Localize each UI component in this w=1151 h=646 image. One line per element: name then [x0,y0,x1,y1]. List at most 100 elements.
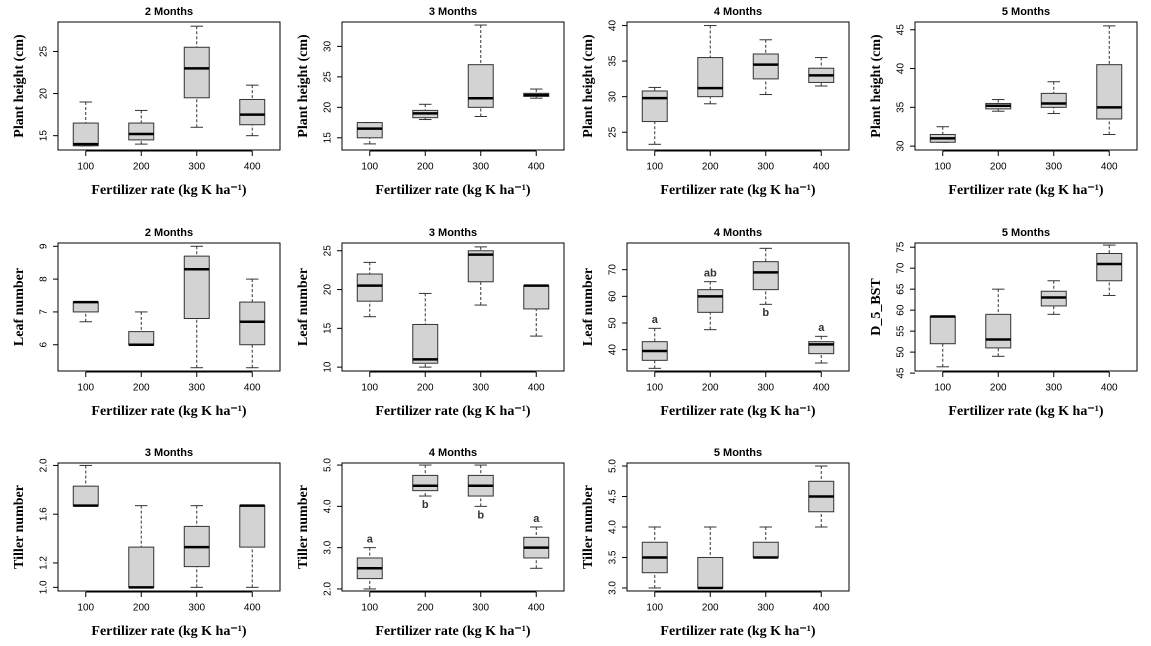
panel-title: 5 Months [1002,6,1050,18]
box [128,122,155,141]
x-tick-label: 200 [417,603,434,614]
y-tick-label: 60 [896,304,907,316]
x-tick-label: 200 [702,603,719,614]
box [412,323,439,364]
y-tick-label: 4.0 [323,499,334,513]
y-tick-label: 70 [608,264,619,276]
box [183,255,210,319]
x-tick-label: 100 [934,162,951,173]
plot-frame [341,462,565,592]
plot-frame [626,21,850,151]
y-tick-label: 35 [608,55,619,67]
y-tick-label: 50 [608,317,619,329]
x-axis-label: Fertilizer rate (kg K ha⁻¹) [91,183,247,198]
box [929,315,956,345]
plot-frame [57,462,281,592]
x-tick-label: 100 [646,603,663,614]
box [467,64,494,108]
box [128,331,155,346]
box [467,250,494,283]
box [641,90,668,123]
y-axis-label: Plant height (cm) [869,34,884,138]
y-tick-label: 4.0 [608,520,619,534]
panel-title: 3 Months [145,447,193,459]
x-tick-label: 300 [188,603,205,614]
x-tick-label: 200 [133,603,150,614]
x-tick-label: 300 [188,162,205,173]
x-tick-label: 100 [646,162,663,173]
x-axis-label: Fertilizer rate (kg K ha⁻¹) [375,624,531,639]
x-tick-label: 400 [528,383,545,394]
x-tick-label: 200 [990,383,1007,394]
x-tick-label: 400 [244,383,261,394]
x-tick-label: 100 [77,603,94,614]
y-axis-label: Plant height (cm) [581,34,596,138]
x-tick-label: 200 [990,162,1007,173]
panel-title: 3 Months [429,6,477,18]
x-tick-label: 200 [702,383,719,394]
y-tick-label: 20 [39,88,50,100]
y-tick-label: 30 [323,40,334,52]
y-tick-label: 40 [608,344,619,356]
y-tick-label: 65 [896,283,907,295]
x-tick-label: 200 [133,383,150,394]
x-tick-label: 100 [361,162,378,173]
panel-title: 4 Months [714,227,762,239]
x-tick-label: 100 [934,383,951,394]
box [72,301,99,313]
panel-title: 5 Months [1002,227,1050,239]
box [752,53,779,80]
box [697,57,724,98]
x-axis-label: Fertilizer rate (kg K ha⁻¹) [660,404,816,419]
y-tick-label: 30 [608,91,619,103]
y-tick-label: 1.2 [39,556,50,570]
panel-title: 2 Months [145,227,193,239]
y-tick-label: 15 [323,132,334,144]
x-tick-label: 300 [757,162,774,173]
box [72,122,99,147]
box [128,546,155,588]
y-tick-label: 25 [608,126,619,138]
box [1096,252,1123,282]
y-tick-label: 6 [39,342,50,348]
plot-frame [914,242,1138,372]
x-tick-label: 300 [1045,383,1062,394]
y-tick-label: 4.5 [608,489,619,503]
y-tick-label: 25 [323,245,334,257]
y-axis-label: Tiller number [296,485,311,569]
x-tick-label: 100 [77,162,94,173]
panel-title: 5 Months [714,447,762,459]
significance-letter: b [477,509,484,521]
y-tick-label: 60 [608,290,619,302]
x-axis-label: Fertilizer rate (kg K ha⁻¹) [91,624,247,639]
x-tick-label: 300 [472,383,489,394]
y-tick-label: 30 [896,140,907,152]
box [1040,92,1067,108]
x-tick-label: 300 [188,383,205,394]
y-axis-label: Plant height (cm) [296,34,311,138]
box [239,505,266,548]
x-axis-label: Fertilizer rate (kg K ha⁻¹) [660,183,816,198]
y-tick-label: 75 [896,241,907,253]
box [239,301,266,346]
y-tick-label: 70 [896,262,907,274]
x-tick-label: 400 [528,603,545,614]
significance-letter: a [652,314,659,326]
y-tick-label: 15 [323,322,334,334]
x-tick-label: 400 [244,603,261,614]
x-tick-label: 300 [472,603,489,614]
box [752,261,779,291]
box [523,285,550,310]
box [239,98,266,126]
plot-frame [341,242,565,372]
y-tick-label: 40 [608,20,619,32]
box [697,289,724,313]
y-axis-label: D_5_BST [869,278,884,336]
x-tick-label: 100 [361,383,378,394]
significance-letter: b [422,499,429,511]
y-axis-label: Tiller number [12,485,27,569]
y-tick-label: 8 [39,276,50,282]
y-tick-label: 5.0 [608,459,619,473]
x-tick-label: 300 [757,603,774,614]
